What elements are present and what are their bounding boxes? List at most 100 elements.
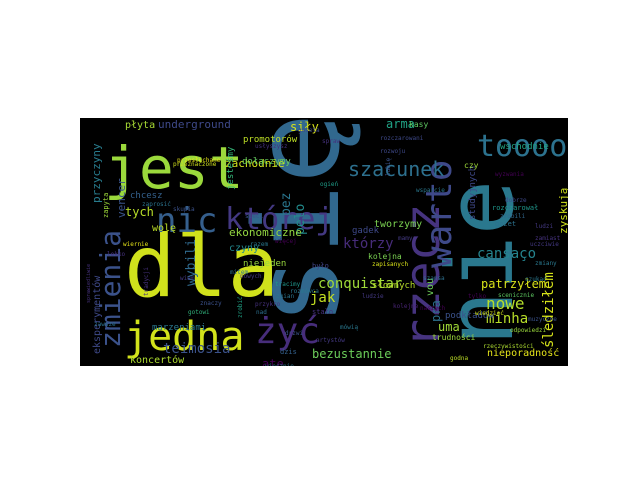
word-59: ate (262, 357, 284, 366)
word-37: przyczyny (90, 143, 103, 203)
word-91: gaseta (298, 127, 320, 134)
word-22: jak (310, 290, 336, 306)
word-16: patrzyłem (481, 277, 546, 291)
word-114: uczciwie (530, 241, 559, 248)
word-cloud-image: się dla jest nie rzecz jedna żyć warto toooo nic k… (80, 118, 568, 366)
word-79: szukać (525, 276, 547, 283)
word-90: wiedzieć (475, 310, 504, 317)
word-39: koncertów (130, 354, 185, 366)
word-13: szacunek (348, 157, 444, 181)
word-69: wiernie (123, 241, 149, 248)
word-84: gotowi (188, 309, 210, 316)
word-11: której (225, 202, 333, 237)
word-27: arma (386, 118, 415, 131)
word-6: jedna (124, 314, 244, 360)
word-40: eksperymentów (91, 275, 103, 354)
word-115: rzeczywistości (483, 343, 534, 350)
word-21: którzy (343, 236, 394, 252)
word-28: pelo (293, 204, 308, 235)
word-96: rozmówca (290, 288, 319, 295)
word-50: marzeniami (152, 323, 206, 333)
word-95: godna (450, 355, 468, 362)
word-3: jest (104, 134, 244, 202)
word-25: śledziłem (541, 272, 557, 348)
word-85: razem (250, 241, 268, 248)
word-53: kolejna (368, 252, 402, 261)
word-7: żyć (255, 311, 320, 352)
word-56: studyjnych (468, 166, 478, 220)
word-93: znaczy (200, 300, 222, 307)
word-92: mitem (230, 269, 248, 276)
word-65: ogień (320, 181, 338, 188)
word-49: wschodnie (500, 142, 549, 152)
word-29: bez (279, 193, 294, 216)
word-104: mówią (340, 324, 358, 331)
word-17: minha (486, 311, 528, 327)
word-1: się (228, 118, 366, 326)
word-4: nie (427, 180, 534, 346)
word-35: zachodnie (225, 157, 285, 170)
word-89: zmian (276, 293, 294, 300)
word-117: lekko (107, 251, 125, 258)
word-15: conquistar (318, 276, 402, 292)
word-62: zapisanych (372, 261, 409, 268)
word-2: dla (124, 217, 279, 317)
word-109: dobrze (505, 197, 527, 204)
word-123: zamiast (535, 235, 561, 242)
word-74: wyzwania (495, 171, 524, 178)
word-102: wsparcie (416, 187, 445, 194)
word-68: usłyszysz (255, 143, 288, 150)
word-23: teimosia (163, 341, 230, 357)
word-64: zapyta (102, 193, 110, 218)
word-82: było (312, 262, 329, 270)
word-66: zaprosić (142, 201, 171, 208)
word-42: zyskują (557, 187, 568, 234)
word-70: skupia (173, 206, 195, 213)
word-34: płyta (125, 120, 155, 131)
word-122: muzyczne (528, 316, 557, 323)
word-20: pra (429, 300, 443, 322)
word-48: jesteśmy (225, 146, 236, 190)
word-94: wiem (180, 275, 195, 282)
word-10: nic (156, 201, 217, 241)
word-18: cansaço (477, 246, 536, 262)
word-26: siły (290, 120, 319, 134)
word-73: kolejne (393, 303, 419, 310)
word-12: zmienia (94, 230, 127, 348)
word-36: tworzymy (374, 219, 422, 230)
word-67: przesłuchane (177, 157, 221, 164)
word-107: artystów (316, 337, 345, 344)
word-5: rzecz (395, 204, 451, 349)
word-77: rozczarował (492, 204, 538, 212)
word-75: gazet (495, 220, 516, 228)
word-105: tylko (468, 293, 486, 300)
word-111: przykro (255, 301, 281, 308)
word-101: więcej (275, 238, 297, 245)
word-76: lubię (385, 158, 392, 176)
word-45: czyny (229, 243, 259, 254)
word-41: nieporadność (487, 347, 559, 359)
word-9: toooo (477, 129, 567, 164)
word-83: wiecznie (265, 363, 294, 366)
word-80: stało (312, 308, 333, 316)
word-98: rozwoju (380, 148, 406, 155)
word-72: tracimy (275, 281, 301, 288)
word-55: trudności (432, 332, 476, 342)
word-88: naszych (420, 305, 446, 312)
word-110: zrobili (500, 213, 526, 220)
word-14: nowe (486, 294, 525, 313)
word-57: vou (425, 278, 436, 296)
word-30: wybili (184, 239, 199, 286)
word-60: czy (464, 161, 479, 170)
word-38: vencer (115, 178, 128, 218)
word-32: tych (125, 205, 154, 219)
word-44: dołączymy (242, 157, 291, 167)
word-118: zawsze (94, 321, 116, 328)
word-100: szansa (423, 275, 445, 282)
word-103: dzis (280, 348, 297, 356)
word-81: sieci (245, 213, 263, 220)
word-47: chcesz (130, 191, 163, 201)
word-43: promotorów (243, 134, 298, 145)
word-19: uma (438, 320, 460, 334)
